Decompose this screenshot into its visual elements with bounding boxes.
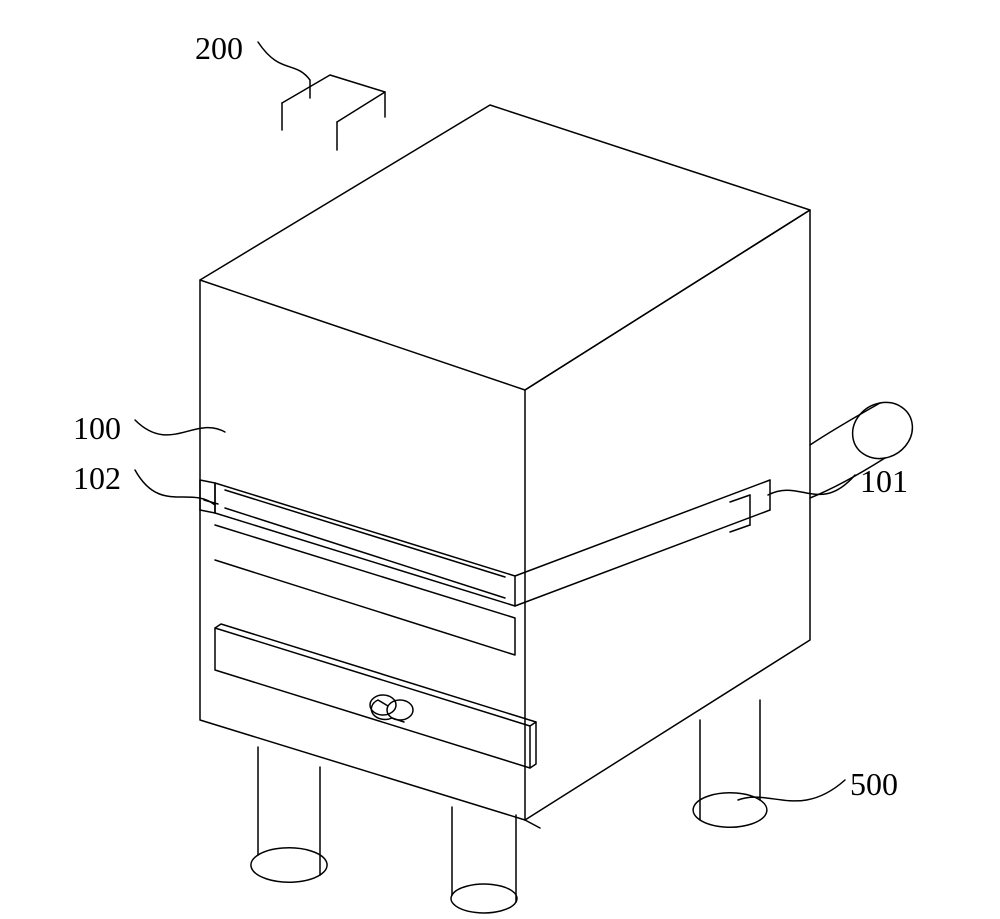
top-protrusion xyxy=(282,75,385,150)
leader-101 xyxy=(768,475,855,495)
leader-500 xyxy=(738,780,845,801)
callout-200: 200 xyxy=(195,30,243,67)
callout-101: 101 xyxy=(860,463,908,500)
leader-200 xyxy=(258,42,310,98)
callout-500: 500 xyxy=(850,766,898,803)
body-front-face xyxy=(200,280,525,820)
callout-102: 102 xyxy=(73,460,121,497)
body-right-face xyxy=(525,210,810,820)
callout-100: 100 xyxy=(73,410,121,447)
left-side-opening xyxy=(200,480,218,513)
leg-front-right xyxy=(451,807,517,913)
leader-100 xyxy=(135,420,225,435)
leg-rear-right xyxy=(693,700,767,827)
leader-102 xyxy=(135,470,215,505)
leg-rear-left xyxy=(525,820,540,828)
body-top-face xyxy=(200,105,810,390)
drawer-knob xyxy=(370,695,413,722)
leg-front-left xyxy=(251,747,327,882)
